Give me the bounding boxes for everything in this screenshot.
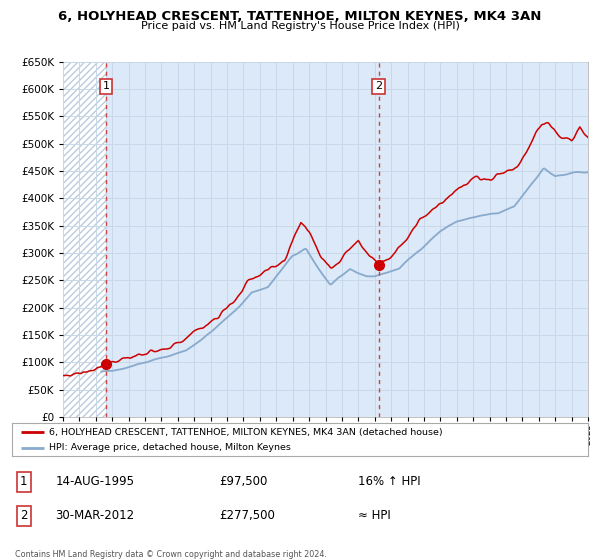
Bar [63,62,106,417]
Text: Price paid vs. HM Land Registry's House Price Index (HPI): Price paid vs. HM Land Registry's House … [140,21,460,31]
Text: 2: 2 [20,509,28,522]
Text: 6, HOLYHEAD CRESCENT, TATTENHOE, MILTON KEYNES, MK4 3AN: 6, HOLYHEAD CRESCENT, TATTENHOE, MILTON … [58,10,542,22]
Text: 2: 2 [375,82,382,91]
Text: £277,500: £277,500 [220,509,275,522]
Text: Contains HM Land Registry data © Crown copyright and database right 2024.
This d: Contains HM Land Registry data © Crown c… [15,550,327,560]
Text: 1: 1 [20,475,28,488]
Text: 30-MAR-2012: 30-MAR-2012 [55,509,134,522]
Text: ≈ HPI: ≈ HPI [358,509,391,522]
Text: 1: 1 [103,82,109,91]
Text: 14-AUG-1995: 14-AUG-1995 [55,475,134,488]
Text: £97,500: £97,500 [220,475,268,488]
Text: 6, HOLYHEAD CRESCENT, TATTENHOE, MILTON KEYNES, MK4 3AN (detached house): 6, HOLYHEAD CRESCENT, TATTENHOE, MILTON … [49,428,443,437]
Text: HPI: Average price, detached house, Milton Keynes: HPI: Average price, detached house, Milt… [49,444,292,452]
Bar [63,62,106,417]
Text: 16% ↑ HPI: 16% ↑ HPI [358,475,420,488]
